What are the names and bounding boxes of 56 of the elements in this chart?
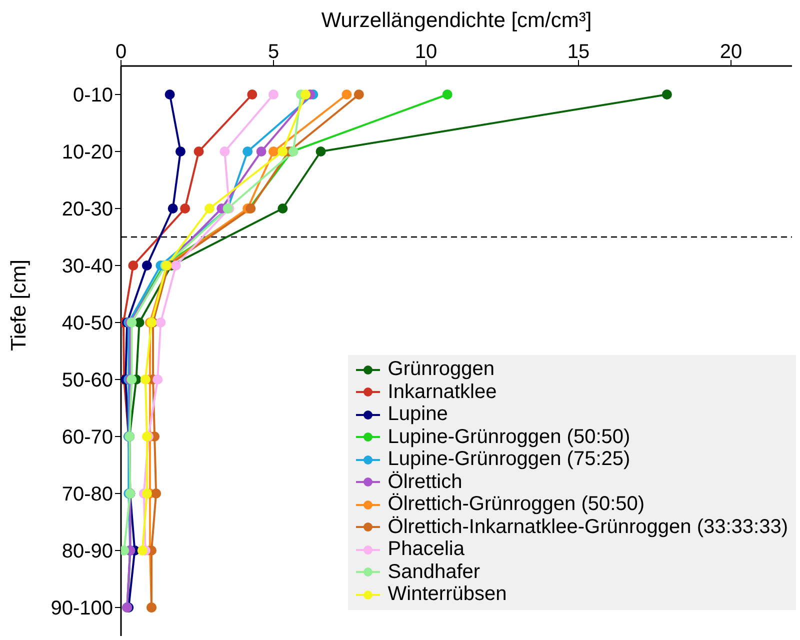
point [152,374,163,384]
y-tick-label: 20-30 [62,198,113,221]
point [164,90,175,100]
point [342,90,352,100]
point [180,204,190,214]
y-tick-label: 80-90 [62,540,113,563]
legend-label: Phacelia [388,538,464,562]
y-tick-label: 50-60 [62,370,113,392]
point [354,90,364,100]
x-tick-label: 10 [414,41,438,63]
x-tick-label: 0 [115,41,127,63]
point [175,146,186,156]
point [662,90,672,100]
y-tick-label: 30-40 [62,256,113,278]
y-tick-label: 60-70 [62,426,113,449]
point [142,260,152,270]
y-axis-title: Tiefe [cm] [7,260,30,351]
point [268,90,278,100]
point [278,204,288,214]
point [300,90,311,100]
x-tick-label: 5 [268,41,280,63]
point [140,374,150,384]
point [170,260,181,270]
point [128,260,138,270]
point [268,146,278,156]
legend-label: Lupine [388,403,448,426]
point [204,204,214,214]
legend-label: Winterrübsen [388,583,507,606]
point [156,318,166,328]
legend-label: Ölrettich-Inkarnatklee-Grünroggen (33:33:33) [388,516,788,539]
y-tick-label: 70-80 [62,484,113,506]
y-tick-label: 10-20 [62,142,113,164]
point [316,146,326,156]
legend-label: Grünroggen [388,358,495,382]
legend-label: Ölrettich [388,470,462,493]
point [137,546,148,556]
point [121,546,130,556]
x-tick-label: 20 [720,41,742,63]
point [220,146,230,156]
legend-label: Lupine-Grünroggen (75:25) [388,448,630,471]
x-axis-title: Wurzellängendichte [cm/cm³] [321,8,592,32]
point [242,146,253,156]
y-tick-label: 40-50 [62,312,113,335]
point [194,146,204,156]
y-tick-label: 90-100 [50,598,113,620]
point [278,146,288,156]
legend-label: Ölrettich-Grünroggen (50:50) [388,493,645,516]
legend-label: Sandhafer [388,560,480,584]
point [256,146,266,156]
x-tick-label: 15 [567,41,590,63]
legend-label: Lupine-Grünroggen (50:50) [388,426,630,449]
point [247,90,258,100]
point [168,204,178,214]
legend-label: Inkarnatklee [388,380,497,404]
point [442,90,452,100]
y-tick-label: 0-10 [72,84,113,107]
